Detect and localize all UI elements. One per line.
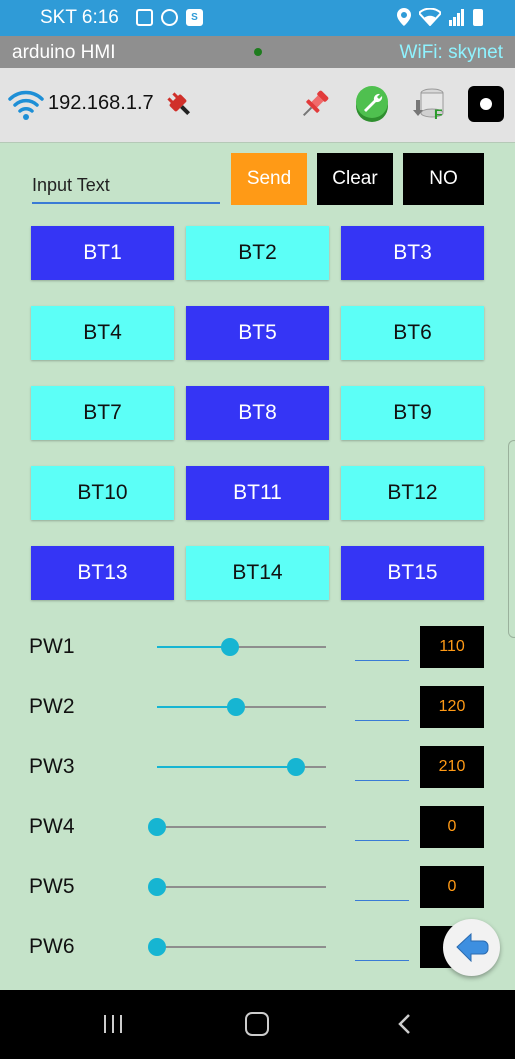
button-grid: BT1 BT2 BT3 BT4 BT5 BT6 BT7 BT8 BT9 BT10… xyxy=(31,226,484,600)
pw6-slider[interactable] xyxy=(148,938,326,956)
connection-indicator xyxy=(254,48,262,56)
back-arrow-icon xyxy=(456,932,489,962)
text-input-container xyxy=(32,170,220,204)
pw5-row: PW5 0 xyxy=(0,865,515,909)
record-button[interactable] xyxy=(468,86,504,122)
slider-thumb[interactable] xyxy=(148,878,166,896)
slider-thumb[interactable] xyxy=(227,698,246,716)
pw6-label: PW6 xyxy=(29,935,75,958)
app-title: arduino HMI xyxy=(12,42,116,63)
back-fab-button[interactable] xyxy=(443,919,500,976)
pw4-label: PW4 xyxy=(29,815,75,838)
slider-fill xyxy=(157,766,296,768)
no-button[interactable]: NO xyxy=(403,153,484,205)
slider-fill xyxy=(157,646,230,648)
scroll-handle[interactable] xyxy=(508,440,515,638)
slider-fill xyxy=(157,706,237,708)
bt3-button[interactable]: BT3 xyxy=(341,226,484,280)
wrench-icon[interactable] xyxy=(354,86,390,122)
bt11-button[interactable]: BT11 xyxy=(186,466,329,520)
pw3-label: PW3 xyxy=(29,755,75,778)
plug-icon[interactable] xyxy=(160,86,196,120)
svg-text:F: F xyxy=(434,106,443,122)
bt7-button[interactable]: BT7 xyxy=(31,386,174,440)
signal-icon xyxy=(449,9,464,26)
toolbar: 192.168.1.7 F xyxy=(0,68,515,143)
database-icon[interactable]: F xyxy=(412,86,448,122)
slider-thumb[interactable] xyxy=(220,638,239,656)
pw5-label: PW5 xyxy=(29,875,75,898)
pw4-slider[interactable] xyxy=(148,818,326,836)
send-button[interactable]: Send xyxy=(231,153,307,205)
pw5-slider[interactable] xyxy=(148,878,326,896)
recent-apps-icon[interactable] xyxy=(101,1012,129,1036)
status-system-icons xyxy=(397,8,483,26)
pin-icon[interactable] xyxy=(297,86,333,122)
app-badge-icon: S xyxy=(186,9,203,26)
clear-button[interactable]: Clear xyxy=(317,153,393,205)
location-icon xyxy=(397,8,411,26)
status-notification-icons: S xyxy=(136,9,203,26)
bt4-button[interactable]: BT4 xyxy=(31,306,174,360)
pw2-label: PW2 xyxy=(29,695,75,718)
bt1-button[interactable]: BT1 xyxy=(31,226,174,280)
pw6-row: PW6 xyxy=(0,925,515,969)
slider-thumb[interactable] xyxy=(148,938,166,956)
pw3-row: PW3 210 xyxy=(0,745,515,789)
title-bar: arduino HMI WiFi: skynet xyxy=(0,36,515,68)
bt15-button[interactable]: BT15 xyxy=(341,546,484,600)
slider-thumb[interactable] xyxy=(286,758,305,776)
pw2-slider[interactable] xyxy=(157,698,326,716)
pw4-value: 0 xyxy=(420,806,484,848)
bt13-button[interactable]: BT13 xyxy=(31,546,174,600)
pw1-slider[interactable] xyxy=(157,638,326,656)
battery-icon xyxy=(473,8,483,26)
account-icon xyxy=(161,9,178,26)
bt5-button[interactable]: BT5 xyxy=(186,306,329,360)
bt2-button[interactable]: BT2 xyxy=(186,226,329,280)
pw1-row: PW1 110 xyxy=(0,625,515,669)
bt8-button[interactable]: BT8 xyxy=(186,386,329,440)
pw3-slider[interactable] xyxy=(157,758,326,776)
wifi-icon xyxy=(8,90,44,120)
pw2-value: 120 xyxy=(420,686,484,728)
text-input[interactable] xyxy=(32,170,220,200)
pw3-input-line[interactable] xyxy=(355,780,409,781)
gallery-icon xyxy=(136,9,153,26)
bt12-button[interactable]: BT12 xyxy=(341,466,484,520)
pw1-value: 110 xyxy=(420,626,484,668)
ip-address: 192.168.1.7 xyxy=(48,92,154,114)
pw2-row: PW2 120 xyxy=(0,685,515,729)
pw4-row: PW4 0 xyxy=(0,805,515,849)
pw2-input-line[interactable] xyxy=(355,720,409,721)
back-icon[interactable] xyxy=(392,1012,420,1036)
status-time: SKT 6:16 xyxy=(40,7,119,28)
home-icon[interactable] xyxy=(245,1012,269,1036)
wifi-icon xyxy=(419,8,441,26)
pw1-input-line[interactable] xyxy=(355,660,409,661)
wifi-network-label: WiFi: skynet xyxy=(399,42,503,63)
pw3-value: 210 xyxy=(420,746,484,788)
bt14-button[interactable]: BT14 xyxy=(186,546,329,600)
pw4-input-line[interactable] xyxy=(355,840,409,841)
pw5-value: 0 xyxy=(420,866,484,908)
slider-thumb[interactable] xyxy=(148,818,166,836)
pw1-label: PW1 xyxy=(29,635,75,658)
status-bar: SKT 6:16 S xyxy=(0,0,515,36)
navigation-bar xyxy=(0,990,515,1059)
pw5-input-line[interactable] xyxy=(355,900,409,901)
bt9-button[interactable]: BT9 xyxy=(341,386,484,440)
pw6-input-line[interactable] xyxy=(355,960,409,961)
bt10-button[interactable]: BT10 xyxy=(31,466,174,520)
bt6-button[interactable]: BT6 xyxy=(341,306,484,360)
